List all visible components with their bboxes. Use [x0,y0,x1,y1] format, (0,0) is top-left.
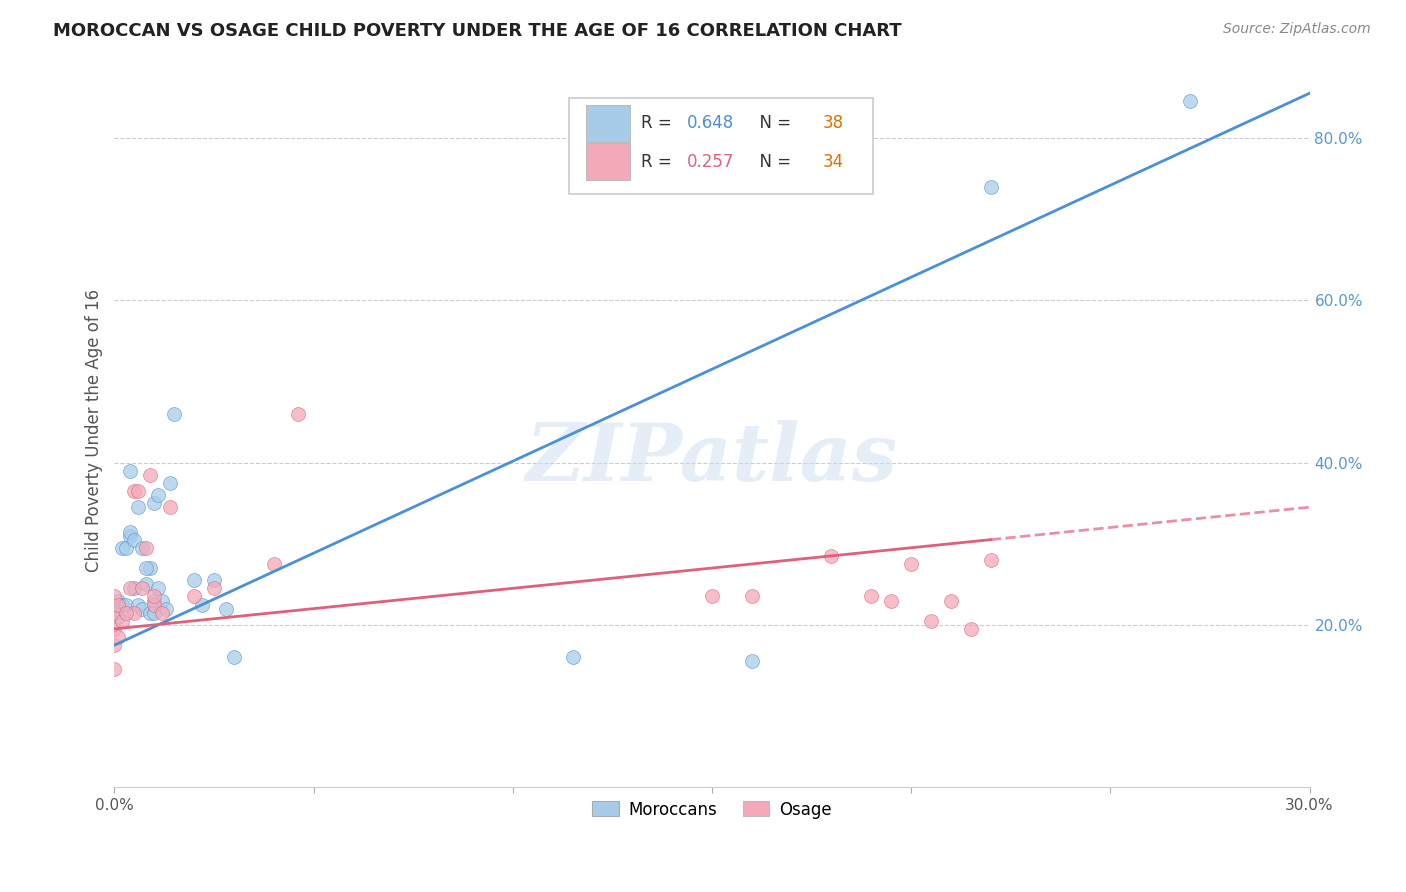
Text: R =: R = [641,114,678,132]
Point [135,577,157,591]
Point [561,650,583,665]
Point [111,614,134,628]
Point [127,483,149,498]
Point [148,488,170,502]
Point [139,467,162,482]
Point [115,606,138,620]
Point [263,557,285,571]
Point [700,590,723,604]
Point [103,598,125,612]
Point [103,638,125,652]
Point [183,573,205,587]
Text: N =: N = [749,114,796,132]
Point [103,606,125,620]
Text: ZIPatlas: ZIPatlas [526,420,898,498]
Point [103,622,125,636]
Point [159,500,181,515]
Point [920,614,942,628]
Legend: Moroccans, Osage: Moroccans, Osage [585,794,838,825]
Point [120,524,142,539]
FancyBboxPatch shape [586,104,630,142]
Text: 38: 38 [823,114,844,132]
Point [202,573,225,587]
Point [127,500,149,515]
Text: 0.648: 0.648 [688,114,734,132]
Point [148,582,170,596]
Point [183,590,205,604]
Point [159,475,181,490]
Point [820,549,842,563]
Point [107,593,129,607]
Text: MOROCCAN VS OSAGE CHILD POVERTY UNDER THE AGE OF 16 CORRELATION CHART: MOROCCAN VS OSAGE CHILD POVERTY UNDER TH… [53,22,903,40]
FancyBboxPatch shape [586,143,630,180]
Point [287,407,309,421]
Point [111,598,134,612]
Point [111,541,134,555]
Point [139,606,162,620]
Y-axis label: Child Poverty Under the Age of 16: Child Poverty Under the Age of 16 [86,288,103,572]
Point [103,590,125,604]
Point [143,590,166,604]
Point [143,496,166,510]
Point [135,541,157,555]
Point [1178,95,1201,109]
Point [741,590,763,604]
Point [135,561,157,575]
Text: N =: N = [749,153,796,170]
Point [860,590,883,604]
Point [960,622,983,636]
Point [143,593,166,607]
Point [131,582,153,596]
Point [124,582,146,596]
Point [143,598,166,612]
Point [127,598,149,612]
Point [107,609,129,624]
Point [115,598,138,612]
Point [124,606,146,620]
Point [131,541,153,555]
Point [741,654,763,668]
Point [150,606,173,620]
Text: R =: R = [641,153,678,170]
Point [107,630,129,644]
Point [900,557,922,571]
Point [120,528,142,542]
Point [139,561,162,575]
Point [980,179,1002,194]
Text: 0.257: 0.257 [688,153,734,170]
Point [103,663,125,677]
Point [120,464,142,478]
Point [120,582,142,596]
Point [191,598,214,612]
Point [939,593,962,607]
Point [215,601,238,615]
Point [880,593,903,607]
Point [980,553,1002,567]
Point [115,541,138,555]
Point [107,598,129,612]
Point [150,593,173,607]
Point [124,483,146,498]
Point [124,533,146,547]
Point [143,606,166,620]
Point [222,650,245,665]
Text: Source: ZipAtlas.com: Source: ZipAtlas.com [1223,22,1371,37]
FancyBboxPatch shape [568,98,873,194]
Point [155,601,177,615]
Point [163,407,186,421]
Point [202,582,225,596]
Text: 34: 34 [823,153,844,170]
Point [131,601,153,615]
